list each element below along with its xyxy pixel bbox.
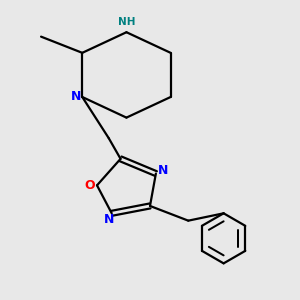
Text: O: O: [84, 179, 95, 192]
Text: N: N: [158, 164, 168, 177]
Text: N: N: [103, 213, 114, 226]
Text: NH: NH: [118, 17, 135, 27]
Text: N: N: [70, 91, 81, 103]
